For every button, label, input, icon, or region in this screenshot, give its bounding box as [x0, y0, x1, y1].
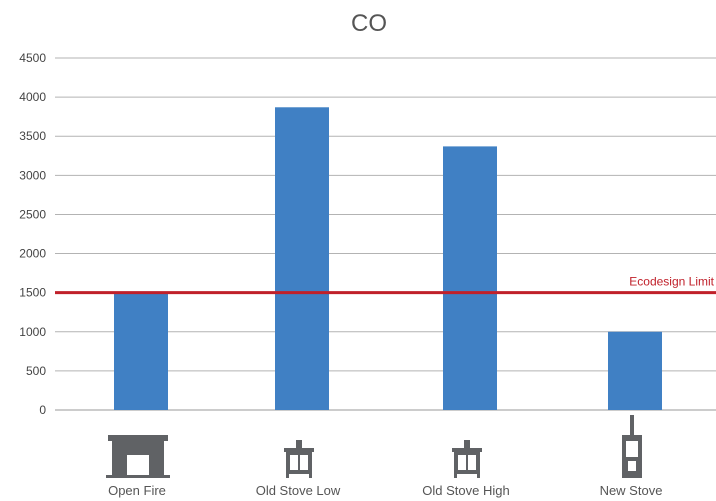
category-icons	[106, 415, 642, 478]
y-tick-label: 3500	[19, 129, 46, 143]
bar	[608, 331, 662, 410]
stove-icon	[284, 440, 314, 478]
y-tick-label: 1000	[19, 325, 46, 339]
y-tick-label: 4000	[19, 90, 46, 104]
fireplace-icon	[106, 435, 170, 478]
y-tick-label: 0	[39, 403, 46, 417]
tall-stove-icon	[622, 415, 642, 478]
y-tick-label: 2500	[19, 207, 46, 221]
y-tick-label: 2000	[19, 247, 46, 261]
bar	[443, 146, 497, 410]
category-label: Open Fire	[108, 483, 166, 498]
bars	[114, 107, 662, 410]
y-tick-label: 1500	[19, 286, 46, 300]
chart-title: CO	[351, 10, 387, 37]
bar	[275, 107, 329, 410]
ecodesign-limit: Ecodesign Limit	[55, 275, 716, 295]
bar	[114, 292, 168, 410]
y-tick-label: 3000	[19, 168, 46, 182]
category-label: Old Stove High	[422, 483, 509, 498]
category-label: Old Stove Low	[256, 483, 341, 498]
category-label: New Stove	[600, 483, 663, 498]
stove-icon	[452, 440, 482, 478]
y-tick-label: 500	[26, 364, 46, 378]
category-labels: Open Fire Old Stove Low Old Stove High New …	[108, 483, 662, 498]
y-axis-ticks: 0 500 1000 1500 2000 2500 3000 3500 4000 4500	[19, 51, 46, 417]
y-tick-label: 4500	[19, 51, 46, 65]
ecodesign-limit-label: Ecodesign Limit	[629, 275, 714, 289]
